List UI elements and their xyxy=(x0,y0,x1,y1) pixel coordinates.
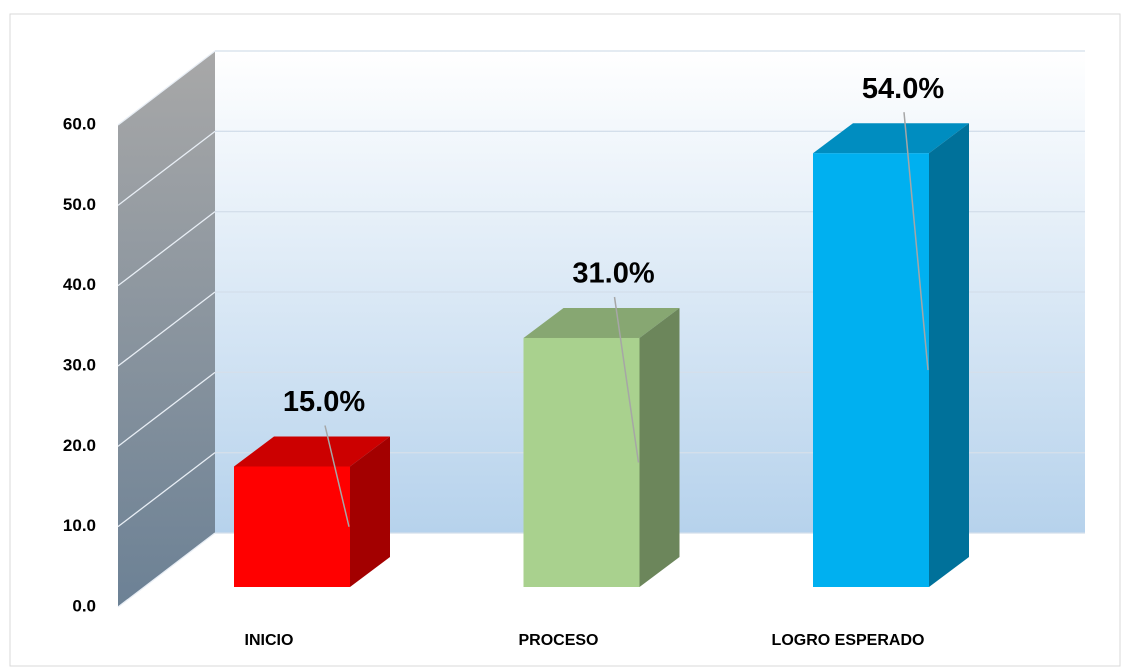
x-tick-label: LOGRO ESPERADO xyxy=(772,632,925,649)
value-label: 15.0% xyxy=(283,386,365,418)
y-tick-label: 60.0 xyxy=(63,114,96,133)
grid-line xyxy=(117,452,216,528)
y-tick-label: 0.0 xyxy=(72,596,96,615)
y-tick-label: 40.0 xyxy=(63,275,96,294)
y-tick-label: 20.0 xyxy=(63,436,96,455)
x-tick-label: PROCESO xyxy=(518,632,598,649)
grid-line xyxy=(117,50,216,126)
grid-line xyxy=(117,130,216,206)
y-tick-label: 10.0 xyxy=(63,516,96,535)
bar-top xyxy=(234,436,390,467)
value-label: 31.0% xyxy=(572,258,654,290)
grid-line xyxy=(117,371,216,447)
bar-side xyxy=(929,123,969,587)
value-label: 54.0% xyxy=(862,73,944,105)
grid-line xyxy=(117,532,216,608)
bar-top xyxy=(813,123,969,154)
leader-line xyxy=(613,296,640,463)
x-tick-label: INICIO xyxy=(245,632,294,649)
bar xyxy=(234,466,350,587)
bar xyxy=(523,337,640,587)
grid-line xyxy=(117,291,216,367)
leader-line xyxy=(903,112,929,371)
y-tick-label: 50.0 xyxy=(63,195,96,214)
bar-side xyxy=(350,436,390,587)
leader-line xyxy=(324,425,350,527)
bar-top xyxy=(523,307,680,338)
bar-side xyxy=(639,307,680,587)
bar xyxy=(813,153,929,587)
y-tick-label: 30.0 xyxy=(63,355,96,374)
grid-line xyxy=(117,211,216,287)
